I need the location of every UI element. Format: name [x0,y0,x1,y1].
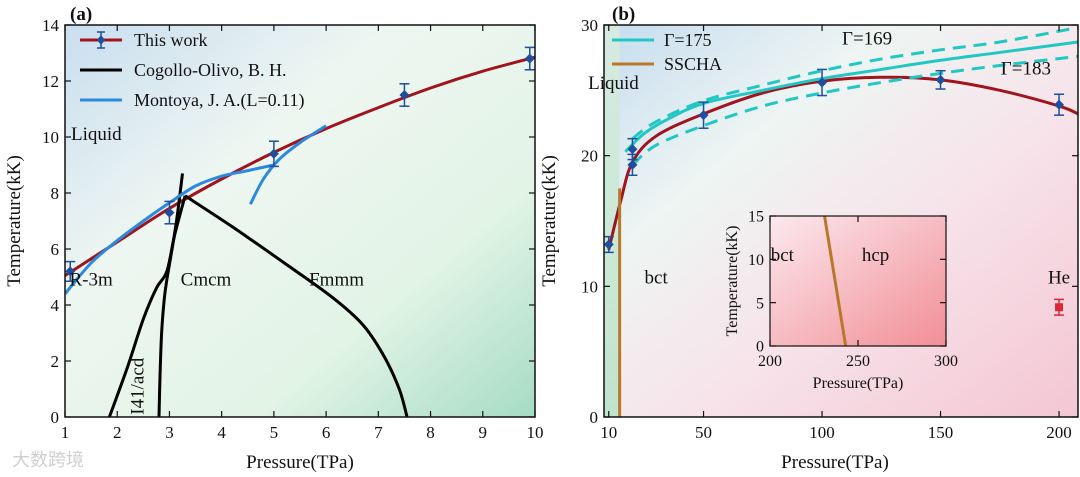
panel-a-annotation-fmmm: Fmmm [309,269,364,290]
panel-a-xtick-label: 1 [61,423,70,442]
panel-b-annotation-he: He [1048,268,1070,289]
inset-sscha-line [823,216,848,346]
panel-b-annotation--183: Γ=183 [1001,59,1051,80]
inset-ytick-label: 15 [748,209,764,226]
panel-a-this-work-point [268,148,279,159]
panel-a-ylabel: Temperature(kK) [4,155,25,287]
panel-a-ytick-label: 14 [42,16,60,35]
panel-b-ytick-label: 30 [581,16,598,35]
panel-b-xtick-label: 200 [1046,423,1072,442]
panel-a-label: (a) [70,4,92,25]
panel-a-cogollo-olivo-b-h--line-1 [157,173,184,417]
panel-b-left-region [604,25,620,417]
legend-cogollo: Cogollo-Olivo, B. H. [134,60,287,80]
panel-a-this-work-point [524,53,535,64]
panel-b-ylabel: Temperature(kK) [539,155,560,287]
panel-a-xlabel: Pressure(TPa) [246,452,354,473]
panel-a-ytick-label: 2 [51,352,60,371]
panel-a-xtick-label: 2 [113,423,122,442]
panel-b-this-work-point [627,159,638,170]
legend-this-work: This work [134,30,208,50]
inset-ytick-label: 5 [756,295,764,312]
panel-b-xlabel: Pressure(TPa) [781,452,889,473]
inset-annotation-hcp: hcp [862,245,889,266]
panel-b-annotation-liquid: Liquid [588,73,639,94]
inset-xtick-label: 200 [758,353,782,370]
panel-b-this-work-point [627,144,638,155]
panel-b-label: (b) [612,4,635,25]
panel-b-xtick-label: 100 [809,423,835,442]
panel-a-legend: This work Cogollo-Olivo, B. H. Montoya, … [80,30,304,111]
watermark: 大数跨境 [12,450,84,471]
inset-chart: bct hcp 200 250 300 0 5 10 15 Pressure(TPa) Tem… [724,209,958,392]
panel-a-xtick-label: 3 [165,423,174,442]
panel-a-annotation-r-3m: R-3m [69,269,113,290]
panel-b-he-point [1055,303,1064,312]
panel-a-xtick-label: 9 [479,423,488,442]
panel-b-this-work-point [698,110,709,121]
panel-b--183-line-0 [631,54,1078,166]
panel-a-this-work-point [164,207,175,218]
panel-a-xtick-label: 7 [374,423,383,442]
panel-a-xtick-label: 6 [322,423,331,442]
panel-a-frame [64,24,536,418]
panel-b-annotation-bct: bct [645,268,669,289]
panel-a-ytick-label: 12 [42,72,59,91]
panel-a-xtick-label: 5 [270,423,279,442]
panel-b-ytick-label: 0 [590,408,599,427]
panel-a-xtick-label: 8 [426,423,435,442]
panel-b-xtick-label: 10 [600,423,617,442]
panel-b-ytick-label: 10 [581,277,598,296]
legend-diamond [97,35,105,45]
inset-xtick-label: 250 [846,353,870,370]
inset-xtick-label: 300 [934,353,958,370]
panel-a-this-work-curve [65,55,535,277]
panel-a-this-work-point [65,266,76,277]
panel-b-legend: Γ=175 SSCHA [612,30,722,74]
inset-xlabel: Pressure(TPa) [813,375,904,392]
panel-a-ytick-label: 4 [51,296,60,315]
panel-a-ytick-label: 0 [51,408,60,427]
panel-b--169-line-0 [631,26,1078,140]
panel-a-this-work-point [399,90,410,100]
panel-b-this-work-point [817,77,828,88]
inset-background [770,216,946,346]
panel-a-annotation-cmcm: Cmcm [181,269,232,290]
legend-gamma175: Γ=175 [664,30,712,50]
legend-montoya: Montoya, J. A.(L=0.11) [134,90,304,111]
inset-frame [769,215,947,347]
panel-b-ytick-label: 20 [581,147,598,166]
panel-a-ytick-label: 6 [51,240,60,259]
panel-b-frame [603,24,1079,418]
panel-b-this-work-point [935,74,946,85]
panel-a-annotation-i41-acd: I41/acd [127,357,148,414]
panel-b--175-line-0 [624,40,1078,153]
inset-ylabel: Temperature(kK) [724,226,741,337]
panel-a-xtick-label: 4 [217,423,226,442]
panel-a-montoya-j-a-l-0-11--line-1 [249,124,327,205]
panel-b-xtick-label: 50 [695,423,712,442]
panel-b-this-work-point [1054,99,1065,110]
inset-ytick-label: 10 [748,252,764,269]
panel-a-cogollo-olivo-b-h--line-2 [184,194,409,417]
panel-a-annotation-liquid: Liquid [71,124,122,145]
panel-b-annotation--169: Γ=169 [842,29,892,50]
inset-annotation-bct: bct [771,245,795,266]
panel-b-xtick-label: 150 [928,423,954,442]
panel-a-xtick-label: 10 [527,423,544,442]
panel-b-this-work-point [603,239,614,250]
legend-sscha: SSCHA [664,54,722,74]
panel-a-ytick-label: 10 [42,128,59,147]
inset-ytick-label: 0 [756,339,764,356]
panel-a-ytick-label: 8 [51,184,60,203]
